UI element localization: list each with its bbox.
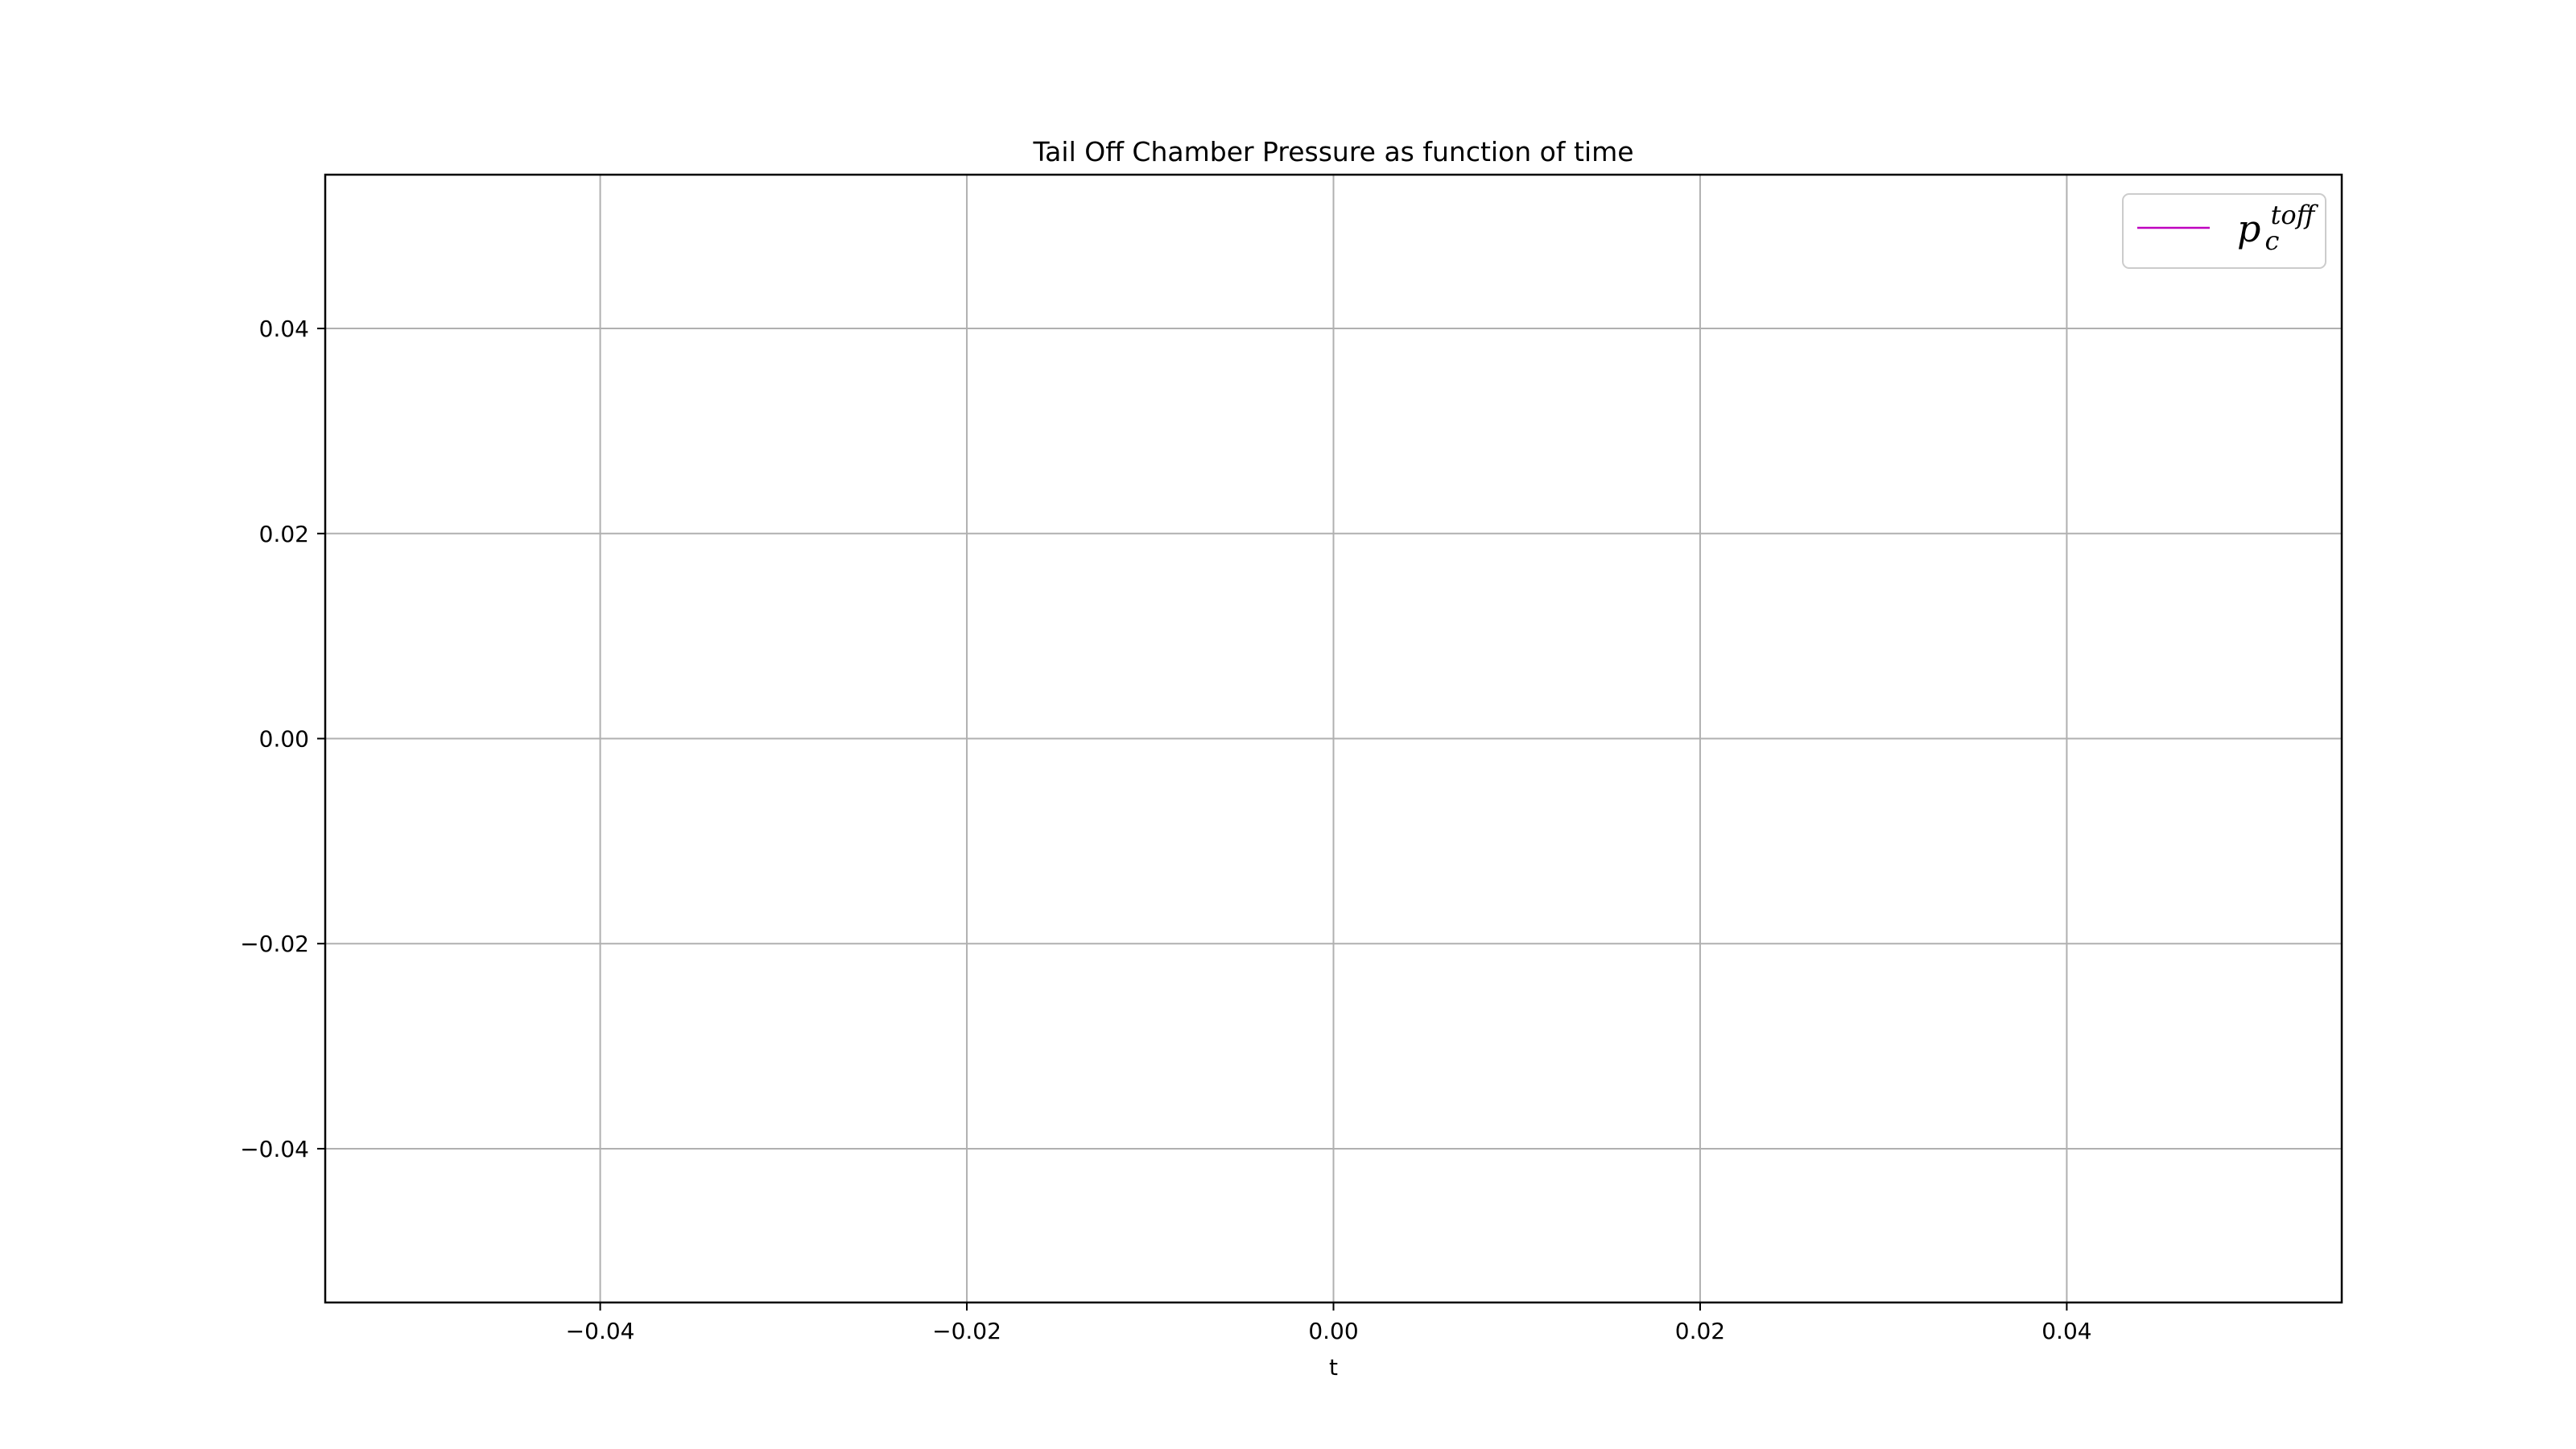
x-tick-label: −0.04 (566, 1318, 635, 1344)
y-tick-label: 0.00 (259, 726, 309, 753)
x-tick-label: 0.04 (2041, 1318, 2091, 1344)
grid (325, 175, 2342, 1302)
chart-title: Tail Off Chamber Pressure as function of… (1032, 136, 1633, 167)
x-tick-label: 0.00 (1308, 1318, 1358, 1344)
legend: p c toff (2122, 193, 2326, 269)
legend-box (2122, 193, 2326, 269)
x-tick-label: 0.02 (1675, 1318, 1725, 1344)
x-axis: −0.04 −0.02 0.00 0.02 0.04 (566, 1302, 2092, 1344)
y-tick-label: 0.04 (259, 316, 309, 342)
x-tick-label: −0.02 (932, 1318, 1001, 1344)
y-tick-label: −0.02 (240, 931, 309, 957)
y-tick-label: 0.02 (259, 521, 309, 547)
x-axis-label: t (1329, 1354, 1338, 1381)
y-axis: 0.04 0.02 0.00 −0.02 −0.04 (240, 316, 325, 1162)
y-tick-label: −0.04 (240, 1136, 309, 1162)
legend-label: p c toff (2237, 200, 2319, 256)
